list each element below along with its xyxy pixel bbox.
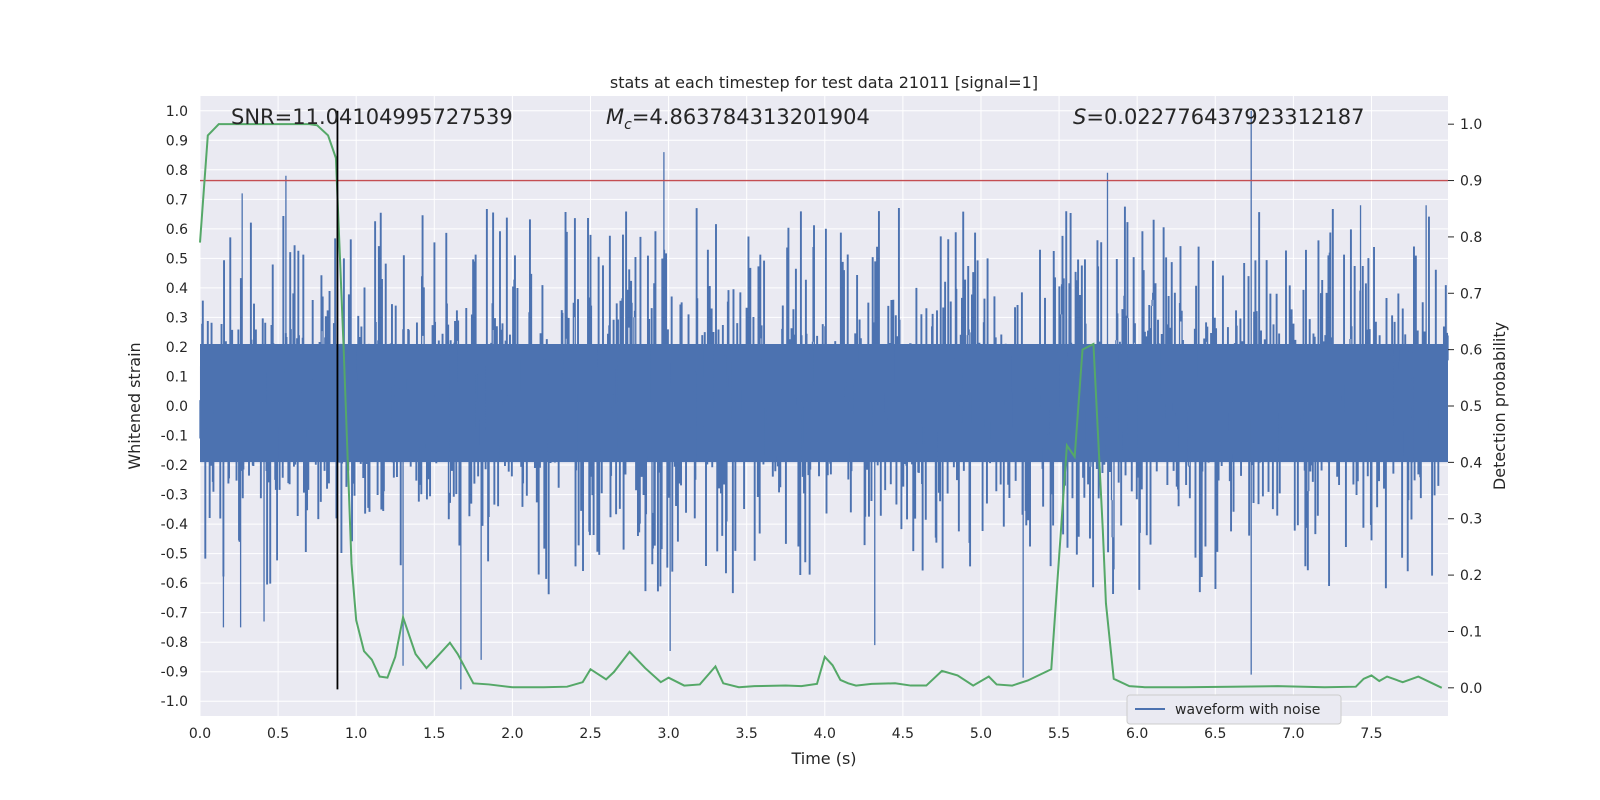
y-right-tick-label: 0.7 — [1460, 286, 1482, 302]
x-tick-label: 4.5 — [892, 726, 914, 742]
y-left-tick-label: -1.0 — [161, 694, 188, 710]
chirp-mass-symbol: M — [606, 105, 624, 129]
x-axis-label: Time (s) — [790, 749, 856, 768]
x-tick-label: 6.5 — [1204, 726, 1226, 742]
right-axis-ticks: 1.0 0.9 0.8 0.7 0.6 0.5 0.4 0.3 0.2 0.1 0.0 — [1448, 117, 1482, 697]
y-left-tick-label: 0.0 — [166, 399, 188, 415]
s-value: =0.022776437923312187 — [1086, 105, 1364, 129]
s-symbol: S — [1073, 105, 1086, 129]
x-tick-label: 0.0 — [189, 726, 211, 742]
x-tick-label: 4.0 — [814, 726, 836, 742]
x-tick-label: 3.5 — [736, 726, 758, 742]
y-right-tick-label: 0.2 — [1460, 568, 1482, 584]
y-left-tick-label: -0.6 — [161, 576, 188, 592]
y-axis-label-right: Detection probability — [1490, 322, 1509, 490]
y-left-tick-label: 0.6 — [166, 222, 188, 238]
y-right-tick-label: 0.3 — [1460, 512, 1482, 528]
y-left-tick-label: 0.4 — [166, 281, 188, 297]
x-tick-label: 5.5 — [1048, 726, 1070, 742]
y-left-tick-label: -0.9 — [161, 665, 188, 681]
y-left-tick-label: 0.9 — [166, 133, 188, 149]
y-left-tick-label: -0.4 — [161, 517, 188, 533]
x-tick-label: 6.0 — [1126, 726, 1148, 742]
chart-title: stats at each timestep for test data 210… — [610, 73, 1038, 92]
s-annotation: S=0.022776437923312187 — [1073, 105, 1364, 129]
y-right-tick-label: 0.8 — [1460, 230, 1482, 246]
chirp-mass-value: =4.863784313201904 — [632, 105, 870, 129]
x-tick-label: 0.5 — [267, 726, 289, 742]
y-left-tick-label: 1.0 — [166, 104, 188, 120]
y-left-tick-label: -0.3 — [161, 488, 188, 504]
y-right-tick-label: 0.9 — [1460, 174, 1482, 190]
detection-probability-line — [199, 123, 1443, 689]
y-right-tick-label: 0.5 — [1460, 399, 1482, 415]
legend: waveform with noise — [1126, 694, 1342, 725]
y-left-tick-label: 0.5 — [166, 251, 188, 267]
left-axis-ticks: 1.0 0.9 0.8 0.7 0.6 0.5 0.4 0.3 0.2 0.1 0.0 -0.1 -0.… — [161, 104, 188, 710]
y-right-tick-label: 0.6 — [1460, 343, 1482, 359]
legend-label: waveform with noise — [1175, 702, 1320, 718]
y-left-tick-label: -0.1 — [161, 429, 188, 445]
x-tick-label: 7.5 — [1360, 726, 1382, 742]
y-axis-label-left: Whitened strain — [125, 342, 144, 469]
y-left-tick-label: 0.7 — [166, 192, 188, 208]
y-left-tick-label: 0.8 — [166, 163, 188, 179]
y-right-tick-label: 0.0 — [1460, 681, 1482, 697]
waveform-trace — [199, 110, 1449, 690]
x-tick-label: 3.0 — [657, 726, 679, 742]
y-left-tick-label: 0.1 — [166, 369, 188, 385]
x-tick-label: 2.0 — [501, 726, 523, 742]
y-left-tick-label: 0.3 — [166, 310, 188, 326]
x-tick-label: 5.0 — [970, 726, 992, 742]
snr-annotation: SNR=11.04104995727539 — [231, 105, 513, 129]
y-left-tick-label: -0.2 — [161, 458, 188, 474]
x-axis-ticks: 0.0 0.5 1.0 1.5 2.0 2.5 3.0 3.5 4.0 4.5 5.0 5.5 6.0 6… — [189, 726, 1383, 742]
x-tick-label: 2.5 — [579, 726, 601, 742]
y-right-tick-label: 1.0 — [1460, 117, 1482, 133]
y-right-tick-label: 0.4 — [1460, 455, 1482, 471]
chirp-mass-annotation: Mc=4.863784313201904 — [606, 105, 870, 133]
x-tick-label: 7.0 — [1282, 726, 1304, 742]
legend-box — [1126, 694, 1342, 725]
waveform-series — [199, 110, 1449, 690]
y-left-tick-label: -0.7 — [161, 606, 188, 622]
x-tick-label: 1.0 — [345, 726, 367, 742]
chirp-mass-subscript: c — [624, 117, 632, 133]
x-tick-label: 1.5 — [423, 726, 445, 742]
y-left-tick-label: -0.8 — [161, 635, 188, 651]
y-left-tick-label: 0.2 — [166, 340, 188, 356]
y-left-tick-label: -0.5 — [161, 547, 188, 563]
y-right-tick-label: 0.1 — [1460, 624, 1482, 640]
